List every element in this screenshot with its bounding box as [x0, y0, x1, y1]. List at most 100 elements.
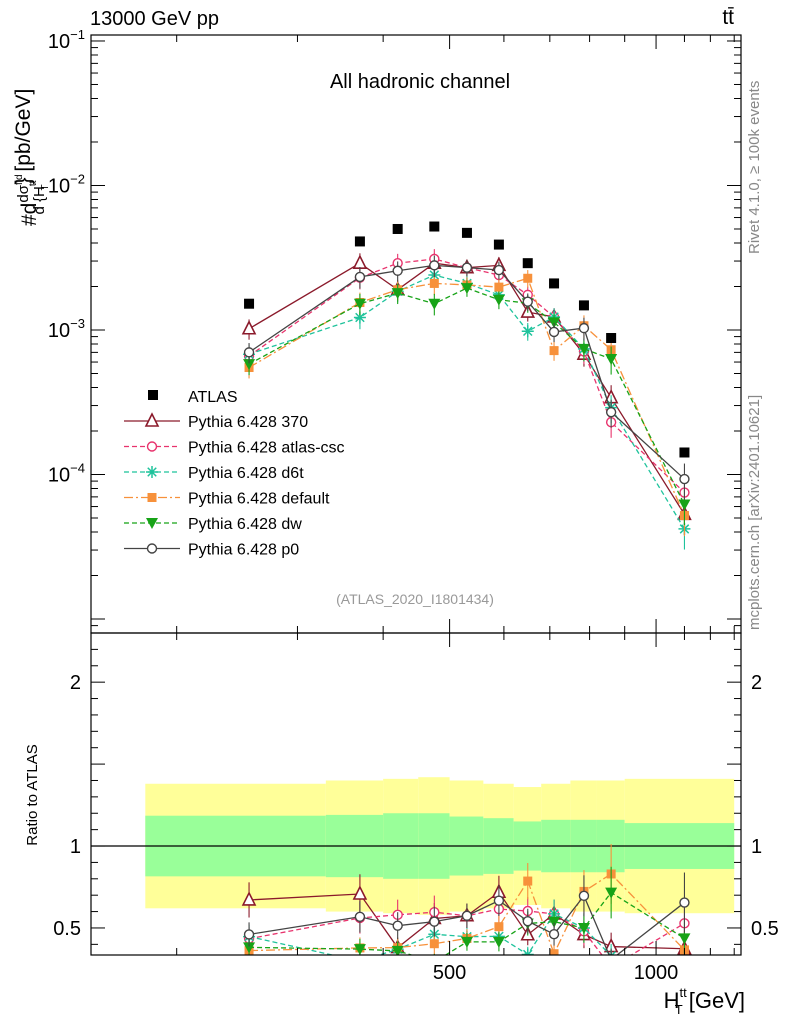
y-axis: 10−1 10−2 10−3 10−4 [48, 27, 741, 634]
ratio-point [678, 933, 691, 945]
mcplots-reference-label: mcplots.cern.ch [arXiv:2401.10621] [746, 394, 763, 630]
ratio-point [352, 885, 368, 900]
data-point [578, 322, 590, 334]
chart-title: All hadronic channel [330, 71, 510, 93]
atlas-point [549, 278, 560, 289]
process-energy-label: 13000 GeV pp [90, 8, 219, 30]
atlas-data [244, 221, 690, 458]
data-point [678, 499, 691, 511]
data-point [354, 271, 366, 283]
ratio-point [607, 963, 616, 972]
x-tick-label: 500 [433, 962, 466, 984]
rivet-version-label: Rivet 4.1.0, ≥ 100k events [746, 80, 763, 254]
x-tick-label: 1000 [634, 962, 679, 984]
ratio-point [605, 887, 618, 899]
legend-marker [146, 518, 158, 529]
ratio-point [354, 911, 366, 922]
ratio-point [492, 936, 505, 948]
atlas-point [606, 333, 617, 344]
y-tick-label: 10−4 [48, 460, 85, 486]
legend-atlas-label: ATLAS [188, 389, 238, 406]
series-line [248, 287, 686, 505]
ttbar-label: tt̄ [722, 6, 734, 29]
legend-marker [146, 466, 158, 478]
legend-label: Pythia 6.428 370 [188, 414, 308, 431]
ratio-point [679, 897, 690, 908]
legend: ATLAS Pythia 6.428 370 Pythia 6.428 atlas-… [124, 389, 345, 559]
data-point [243, 347, 255, 358]
data-point [391, 288, 404, 300]
data-point [492, 294, 505, 306]
ratio-frame [90, 632, 742, 956]
ratio-tick-label-left: 2 [70, 672, 81, 694]
legend-label: Pythia 6.428 d6t [188, 465, 304, 482]
atlas-point [461, 227, 472, 238]
data-point [548, 326, 560, 338]
data-point [522, 296, 533, 307]
data-point [460, 283, 473, 295]
data-point [523, 273, 533, 283]
data-point [429, 278, 439, 288]
ratio-tick-label-right: 0.5 [751, 918, 779, 940]
ratio-tick-label-left: 1 [70, 836, 81, 858]
y-tick-label: 10−3 [48, 316, 85, 342]
ratio-point [549, 949, 559, 955]
y-tick-label: 10−1 [48, 27, 85, 53]
data-point [352, 254, 368, 269]
legend-label: Pythia 6.428 default [188, 491, 330, 508]
ratio-point [678, 955, 690, 967]
ratio-point [243, 942, 256, 954]
ratio-point [429, 916, 440, 927]
legend-label: Pythia 6.428 p0 [188, 542, 299, 559]
atlas-point [354, 236, 365, 247]
data-point [392, 265, 403, 276]
atlas-point [679, 447, 690, 458]
ratio-series-5 [243, 872, 690, 955]
data-point [461, 262, 473, 273]
data-point [577, 343, 590, 355]
data-point [241, 319, 257, 335]
ratio-tick-label-left: 0.5 [53, 918, 81, 940]
ratio-point [460, 936, 473, 948]
legend-atlas-marker [148, 390, 158, 400]
legend-marker [144, 412, 160, 427]
data-point [243, 359, 256, 371]
legend-marker [146, 441, 158, 452]
data-point [494, 282, 504, 292]
data-point [428, 298, 441, 310]
series-line [248, 274, 686, 530]
ratio-line [249, 873, 685, 955]
series-line [248, 262, 685, 515]
ratio-panel [91, 777, 741, 972]
legend-marker [146, 543, 158, 554]
ratio-point [241, 891, 257, 906]
atlas-point [493, 239, 504, 250]
legend-label: Pythia 6.428 dw [188, 516, 302, 533]
atlas-point [522, 258, 533, 269]
data-point [679, 473, 690, 485]
y-tick-label: 10−2 [48, 171, 85, 197]
ratio-point [548, 929, 560, 940]
ratio-point [494, 922, 504, 932]
ratio-point [461, 910, 473, 921]
atlas-point [578, 300, 589, 311]
legend-label: Pythia 6.428 atlas-csc [188, 440, 345, 457]
data-point [548, 317, 561, 329]
ratio-point [608, 954, 614, 955]
ratio-point [522, 915, 533, 927]
data-point [549, 346, 559, 356]
ratio-point [578, 890, 590, 902]
ratio-point [523, 876, 533, 886]
ratio-point [548, 916, 561, 928]
series-4 [243, 280, 691, 526]
ratio-point [354, 955, 366, 967]
atlas-point [244, 298, 255, 309]
atlas-point [392, 223, 403, 234]
data-point [429, 260, 440, 271]
y-axis-label: #ddσfidd {HttT} [pb/GeV] [12, 89, 51, 226]
series-line [248, 277, 686, 516]
series-5 [243, 255, 690, 500]
data-point [605, 353, 618, 365]
ratio-y-axis: 0.5 0.5 1 1 2 2 [53, 632, 779, 945]
